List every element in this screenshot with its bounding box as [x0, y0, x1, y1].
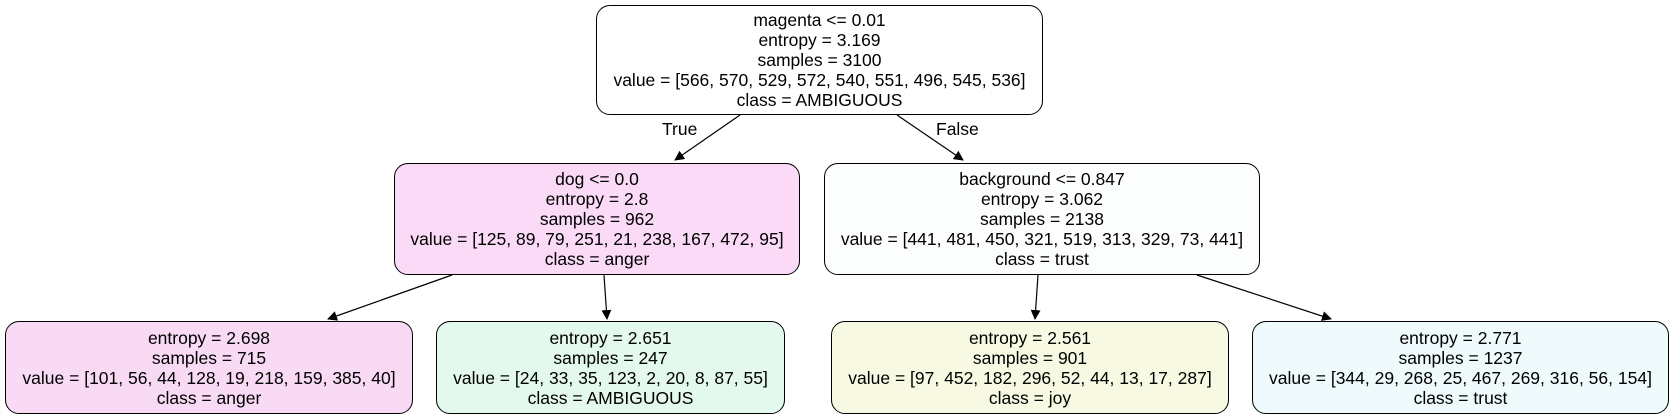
class-text: class = trust — [995, 249, 1089, 269]
entropy-text: entropy = 2.698 — [147, 327, 271, 348]
edge-right-to-leaf4 — [1196, 274, 1332, 321]
tree-leaf-3: entropy = 2.561 samples = 901 value = [9… — [831, 321, 1229, 414]
value-text: value = [125, 89, 79, 251, 21, 238, 167,… — [410, 229, 784, 249]
samples-text: samples = 715 — [151, 347, 267, 368]
value-text: value = [101, 56, 44, 128, 19, 218, 159,… — [22, 367, 396, 388]
edge-root-to-left — [674, 114, 741, 161]
tree-node-root: magenta <= 0.01 entropy = 3.169 samples … — [596, 5, 1043, 115]
edge-left-to-leaf1 — [327, 274, 453, 321]
entropy-text: entropy = 2.8 — [545, 189, 649, 209]
tree-leaf-2: entropy = 2.651 samples = 247 value = [2… — [436, 321, 785, 414]
tree-leaf-1: entropy = 2.698 samples = 715 value = [1… — [5, 321, 413, 414]
entropy-text: entropy = 2.771 — [1399, 327, 1522, 348]
value-text: value = [97, 452, 182, 296, 52, 44, 13, … — [848, 367, 1212, 388]
samples-text: samples = 247 — [553, 347, 668, 368]
class-text: class = anger — [156, 387, 262, 408]
class-text: class = joy — [988, 387, 1072, 408]
tree-leaf-4: entropy = 2.771 samples = 1237 value = [… — [1252, 321, 1669, 414]
value-text: value = [344, 29, 268, 25, 467, 269, 316… — [1269, 367, 1652, 388]
split-condition: dog <= 0.0 — [555, 169, 639, 189]
entropy-text: entropy = 2.651 — [549, 327, 672, 348]
samples-text: samples = 2138 — [979, 209, 1105, 229]
tree-node-right: background <= 0.847 entropy = 3.062 samp… — [824, 163, 1260, 275]
edge-label-false: False — [936, 119, 979, 139]
samples-text: samples = 901 — [972, 347, 1088, 368]
samples-text: samples = 3100 — [757, 50, 882, 70]
class-text: class = anger — [544, 249, 650, 269]
entropy-text: entropy = 3.062 — [980, 189, 1104, 209]
class-text: class = AMBIGUOUS — [736, 90, 903, 110]
edge-root-to-right — [896, 114, 964, 161]
edge-label-true: True — [662, 119, 698, 139]
value-text: value = [441, 481, 450, 321, 519, 313, 3… — [840, 229, 1244, 249]
edge-left-to-leaf2 — [601, 274, 612, 320]
tree-node-left: dog <= 0.0 entropy = 2.8 samples = 962 v… — [394, 163, 800, 275]
samples-text: samples = 962 — [539, 209, 655, 229]
class-text: class = AMBIGUOUS — [527, 387, 694, 408]
samples-text: samples = 1237 — [1398, 347, 1523, 368]
split-condition: background <= 0.847 — [959, 169, 1125, 189]
class-text: class = trust — [1413, 387, 1508, 408]
value-text: value = [566, 570, 529, 572, 540, 551, 4… — [613, 70, 1026, 90]
entropy-text: entropy = 2.561 — [968, 327, 1092, 348]
edge-right-to-leaf3 — [1030, 274, 1041, 320]
value-text: value = [24, 33, 35, 123, 2, 20, 8, 87, … — [453, 367, 768, 388]
entropy-text: entropy = 3.169 — [758, 30, 881, 50]
split-condition: magenta <= 0.01 — [753, 10, 886, 30]
